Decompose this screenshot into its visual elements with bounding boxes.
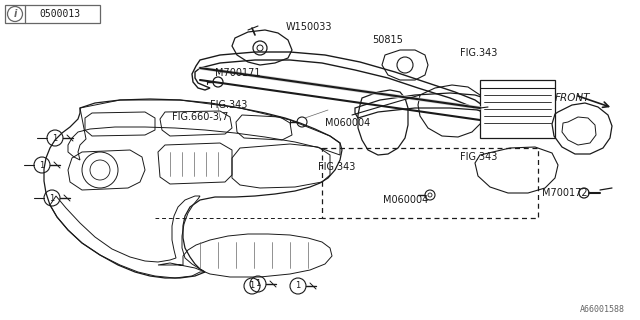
Bar (322, 148, 538, 218)
Text: FIG.343: FIG.343 (460, 152, 497, 162)
Text: FRONT: FRONT (555, 93, 591, 103)
Text: M700172: M700172 (542, 188, 588, 198)
Text: A66001588: A66001588 (580, 305, 625, 314)
Text: FIG.343: FIG.343 (318, 162, 355, 172)
FancyBboxPatch shape (5, 5, 100, 23)
Text: W150033: W150033 (286, 22, 333, 32)
Text: 1: 1 (49, 194, 54, 203)
Text: 0500013: 0500013 (40, 9, 81, 19)
Text: FIG.343: FIG.343 (460, 48, 497, 58)
Text: 1: 1 (296, 282, 301, 291)
Text: M060004: M060004 (383, 195, 428, 205)
Text: 1: 1 (52, 133, 58, 142)
Text: FIG.660-3,7: FIG.660-3,7 (172, 112, 228, 122)
Text: i: i (13, 9, 17, 19)
Text: M060004: M060004 (325, 118, 371, 128)
Text: FIG.343: FIG.343 (210, 100, 248, 110)
Bar (480, 80, 555, 138)
Text: M700171: M700171 (215, 68, 260, 78)
Text: 50815: 50815 (372, 35, 403, 45)
Text: 1: 1 (250, 282, 255, 291)
Text: 1: 1 (40, 161, 45, 170)
Text: 1: 1 (255, 279, 260, 289)
